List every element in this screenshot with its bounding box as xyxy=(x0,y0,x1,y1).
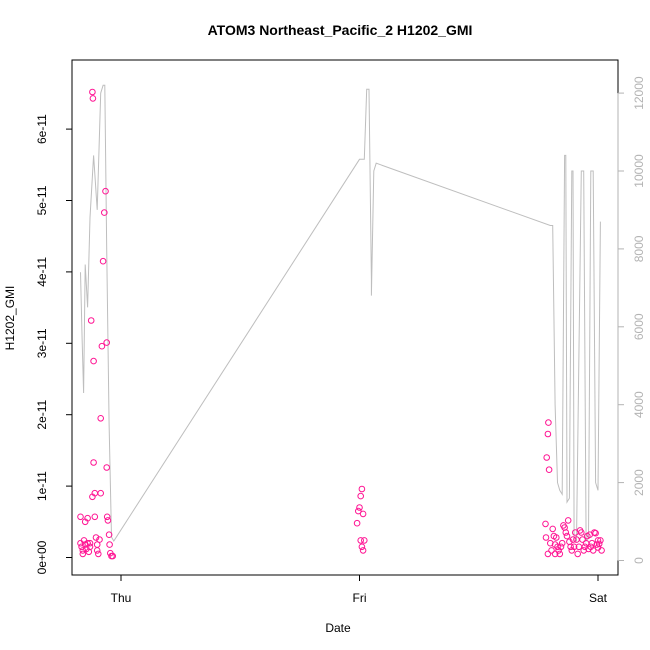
data-point xyxy=(542,520,549,528)
data-point xyxy=(90,357,97,365)
data-point xyxy=(358,485,366,493)
x-tick-label: Thu xyxy=(111,591,132,605)
plot-frame xyxy=(71,59,619,576)
data-point xyxy=(542,534,550,541)
data-point xyxy=(553,534,560,541)
y-right-tick-label: 6000 xyxy=(632,313,646,340)
data-point xyxy=(557,543,565,551)
y-right-tick-label: 8000 xyxy=(632,235,646,262)
concentration-point-series xyxy=(77,88,605,560)
data-point xyxy=(361,537,368,544)
altitude-line xyxy=(80,84,601,543)
data-point xyxy=(103,464,110,471)
data-point xyxy=(356,504,363,511)
y-left-tick-label: 2e-11 xyxy=(35,399,49,429)
y-right-tick-label: 0 xyxy=(632,557,646,564)
data-point xyxy=(101,209,108,216)
data-point xyxy=(79,547,87,554)
axes: Thu Fri Sat 0e+00 1e-11 2e-11 3e-11 4e-11 5e-11 6… xyxy=(35,76,646,605)
chart-title: ATOM3 Northeast_Pacific_2 H1202_GMI xyxy=(208,22,473,38)
data-point xyxy=(564,517,572,524)
data-point xyxy=(86,543,94,551)
data-point xyxy=(544,430,552,438)
x-tick-label: Sat xyxy=(589,591,608,605)
y-axis-label: H1202_GMI xyxy=(3,286,17,351)
data-point xyxy=(355,507,362,515)
data-point xyxy=(86,539,94,547)
data-point xyxy=(93,547,101,554)
data-point xyxy=(548,547,555,554)
data-point xyxy=(579,536,586,543)
data-point xyxy=(97,415,104,422)
x-axis-label: Date xyxy=(325,621,351,635)
x-tick-label: Fri xyxy=(353,591,367,605)
data-point xyxy=(574,550,582,558)
y-left-tick-label: 3e-11 xyxy=(35,328,49,358)
data-point xyxy=(109,552,116,560)
y-left-tick-label: 4e-11 xyxy=(35,257,49,287)
y-right-tick-label: 2000 xyxy=(632,469,646,496)
y-left-tick-label: 1e-11 xyxy=(35,471,49,501)
data-point xyxy=(549,525,557,533)
data-point xyxy=(103,339,110,346)
data-point xyxy=(595,540,603,548)
data-point xyxy=(106,541,113,548)
data-point xyxy=(96,536,103,543)
data-point xyxy=(99,257,107,265)
data-point xyxy=(562,529,570,536)
data-point xyxy=(551,550,559,558)
data-point xyxy=(79,550,87,558)
data-point xyxy=(105,531,113,539)
data-point xyxy=(544,550,552,558)
data-point xyxy=(357,492,365,500)
data-point xyxy=(84,514,91,522)
data-point xyxy=(556,550,564,558)
data-point xyxy=(353,519,361,527)
data-point xyxy=(594,537,602,544)
data-point xyxy=(104,517,112,524)
data-point xyxy=(359,510,367,518)
data-point xyxy=(87,317,95,324)
data-point xyxy=(578,529,585,536)
data-point xyxy=(567,543,574,551)
y-left-tick-label: 6e-11 xyxy=(35,114,49,144)
data-point xyxy=(545,466,553,474)
data-point xyxy=(98,342,106,350)
data-point xyxy=(89,88,96,96)
data-point xyxy=(554,543,561,551)
data-point xyxy=(92,534,100,541)
data-point xyxy=(90,459,97,466)
data-point xyxy=(589,547,597,554)
data-point xyxy=(592,529,599,537)
y-left-tick-label: 0e+00 xyxy=(35,540,49,574)
data-point xyxy=(357,537,365,544)
data-point xyxy=(102,187,109,195)
data-point xyxy=(569,536,577,543)
y-right-tick-label: 12000 xyxy=(632,76,646,110)
data-point xyxy=(359,547,367,554)
data-point xyxy=(558,539,566,547)
data-point xyxy=(91,513,99,521)
data-point xyxy=(95,550,102,558)
data-point xyxy=(89,95,97,102)
y-right-tick-label: 4000 xyxy=(632,391,646,418)
data-point xyxy=(563,532,571,540)
y-right-tick-label: 10000 xyxy=(632,154,646,188)
data-point xyxy=(598,547,605,554)
y-left-tick-label: 5e-11 xyxy=(35,185,49,215)
altitude-line-series xyxy=(80,84,601,543)
data-point xyxy=(97,489,104,497)
data-point xyxy=(77,513,84,521)
data-point xyxy=(358,543,366,551)
data-point xyxy=(545,419,552,426)
data-point xyxy=(597,537,604,544)
data-point xyxy=(103,513,111,521)
data-point xyxy=(543,454,551,461)
data-point xyxy=(570,543,578,551)
